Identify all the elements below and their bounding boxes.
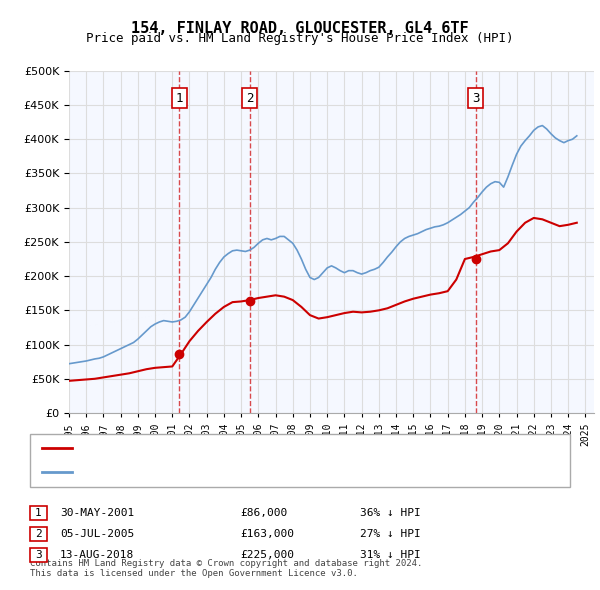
Text: 31% ↓ HPI: 31% ↓ HPI [360, 550, 421, 559]
Text: 05-JUL-2005: 05-JUL-2005 [60, 529, 134, 539]
Text: HPI: Average price, detached house, Gloucester: HPI: Average price, detached house, Glou… [78, 467, 365, 477]
Text: 1: 1 [176, 91, 183, 104]
Text: £225,000: £225,000 [240, 550, 294, 559]
Text: 36% ↓ HPI: 36% ↓ HPI [360, 509, 421, 518]
Text: £86,000: £86,000 [240, 509, 287, 518]
Text: 2: 2 [35, 529, 42, 539]
Text: 3: 3 [35, 550, 42, 559]
Text: 154, FINLAY ROAD, GLOUCESTER, GL4 6TF (detached house): 154, FINLAY ROAD, GLOUCESTER, GL4 6TF (d… [78, 444, 415, 453]
Text: 13-AUG-2018: 13-AUG-2018 [60, 550, 134, 559]
Text: Contains HM Land Registry data © Crown copyright and database right 2024.
This d: Contains HM Land Registry data © Crown c… [30, 559, 422, 578]
Text: 30-MAY-2001: 30-MAY-2001 [60, 509, 134, 518]
Text: £163,000: £163,000 [240, 529, 294, 539]
Text: 1: 1 [35, 509, 42, 518]
Text: Price paid vs. HM Land Registry's House Price Index (HPI): Price paid vs. HM Land Registry's House … [86, 32, 514, 45]
Text: 27% ↓ HPI: 27% ↓ HPI [360, 529, 421, 539]
Text: 3: 3 [472, 91, 479, 104]
Text: 154, FINLAY ROAD, GLOUCESTER, GL4 6TF: 154, FINLAY ROAD, GLOUCESTER, GL4 6TF [131, 21, 469, 35]
Text: 2: 2 [246, 91, 254, 104]
